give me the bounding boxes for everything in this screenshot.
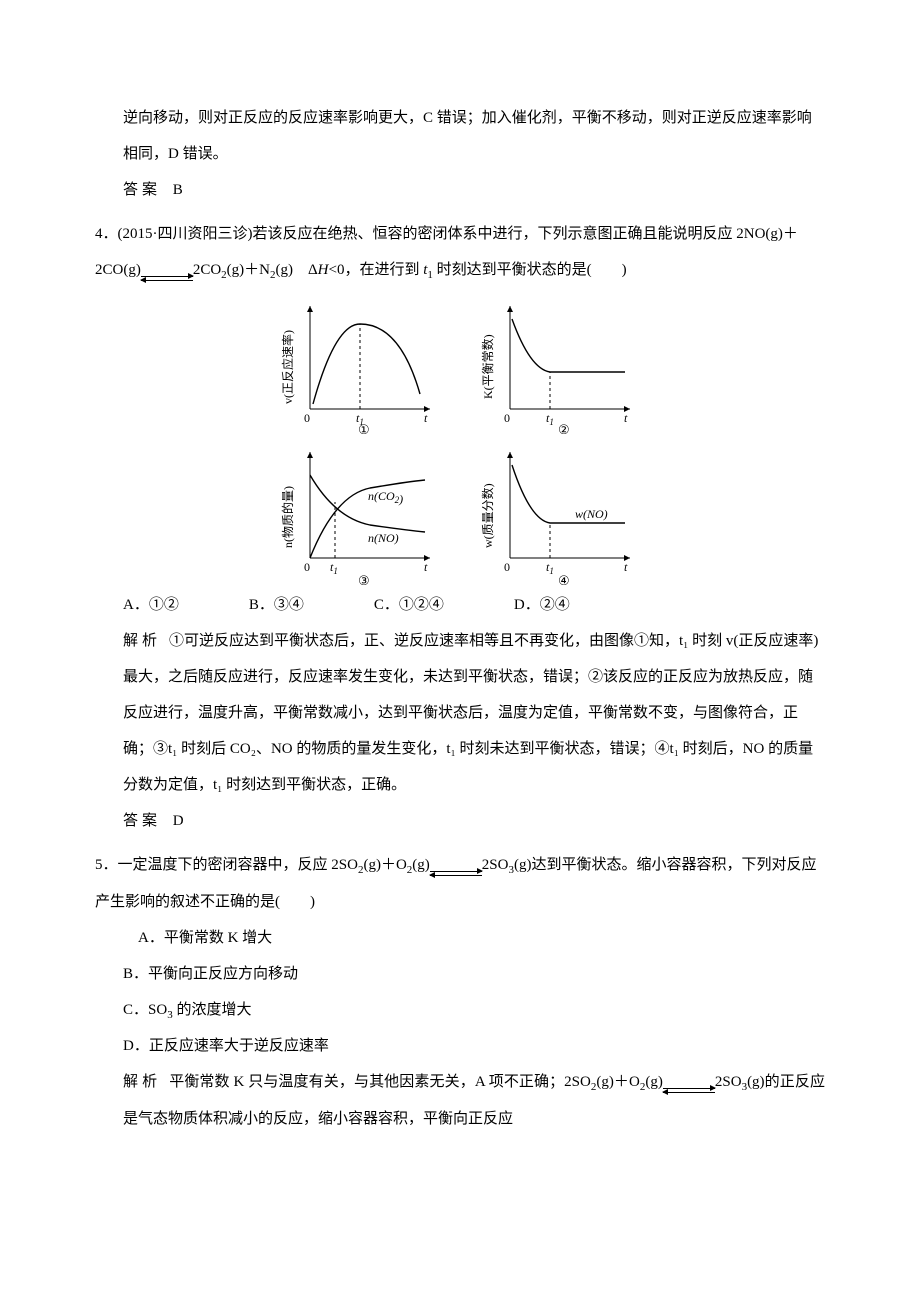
svg-text:0: 0	[304, 411, 310, 425]
expl-label: 解析	[123, 633, 161, 649]
q4-options: A．①② B．③④ C．①②④ D．②④	[95, 587, 825, 623]
ylabel-4: w(质量分数)	[480, 484, 495, 549]
fig-row-1: v(正反应速率) 0 t1 t ① K(平衡常数) 0	[280, 294, 640, 434]
q3-answer: B	[173, 182, 183, 198]
question-5: 5．一定温度下的密闭容器中，反应 2SO2(g)＋O2(g)2SO3(g)达到平…	[95, 847, 825, 1136]
q5-number: 5．	[95, 857, 118, 873]
ylabel-1: v(正反应速率)	[280, 330, 295, 404]
q5-expl-d: 2SO	[715, 1074, 742, 1090]
q4-answer-line: 答案 D	[95, 803, 825, 839]
opt-a: A．①②	[123, 587, 179, 623]
opt-a-text: A．平衡常数 K 增大	[138, 930, 272, 946]
q5-expl-c: (g)	[645, 1074, 663, 1090]
svg-text:t: t	[424, 560, 428, 574]
q4-source: (2015·四川资阳三诊)	[118, 226, 253, 242]
opt-b: B．③④	[249, 587, 304, 623]
q5-opt-c: C．SO3 的浓度增大	[95, 992, 825, 1028]
svg-text:③: ③	[358, 573, 370, 585]
svg-text:t: t	[424, 411, 428, 425]
svg-text:0: 0	[304, 560, 310, 574]
answer-label: 答案	[123, 813, 161, 829]
svg-text:t: t	[624, 411, 628, 425]
fig-row-2: n(物质的量) 0 n(CO2) n(NO) t1 t ③ w(质量分数)	[280, 440, 640, 585]
q4-figures: v(正反应速率) 0 t1 t ① K(平衡常数) 0	[95, 294, 825, 585]
svg-text:t1: t1	[330, 560, 338, 576]
fig-panel-1: v(正反应速率) 0 t1 t ①	[280, 294, 440, 434]
svg-text:t: t	[624, 560, 628, 574]
q5-stem: 5．一定温度下的密闭容器中，反应 2SO2(g)＋O2(g)2SO3(g)达到平…	[95, 847, 825, 919]
fig-panel-3: n(物质的量) 0 n(CO2) n(NO) t1 t ③	[280, 440, 440, 585]
q5-opt-a: A．平衡常数 K 增大	[95, 920, 825, 956]
q5-stem-a: 一定温度下的密闭容器中，反应 2SO	[118, 857, 358, 873]
svg-text:t1: t1	[546, 411, 554, 427]
fig-panel-2: K(平衡常数) 0 t1 t ②	[480, 294, 640, 434]
q5-opt-b: B．平衡向正反应方向移动	[95, 956, 825, 992]
q5-expl-b: (g)＋O	[596, 1074, 640, 1090]
q4-explanation: 解析①可逆反应达到平衡状态后，正、逆反应速率相等且不再变化，由图像①知，t₁ 时…	[95, 623, 825, 803]
svg-text:②: ②	[558, 422, 570, 434]
expl-label: 解析	[123, 1074, 161, 1090]
fig-panel-4: w(质量分数) 0 w(NO) t1 t ④	[480, 440, 640, 585]
q3-answer-line: 答案 B	[123, 172, 825, 208]
svg-text:④: ④	[558, 573, 570, 585]
q5-stem-c: (g)	[412, 857, 430, 873]
q4-number: 4．	[95, 226, 118, 242]
delta-h: H	[318, 262, 329, 278]
svg-text:n(NO): n(NO)	[368, 531, 399, 545]
answer-label: 答案	[123, 182, 161, 198]
svg-text:t1: t1	[546, 560, 554, 576]
opt-c: C．①②④	[374, 587, 444, 623]
svg-text:0: 0	[504, 560, 510, 574]
question-4: 4．(2015·四川资阳三诊)若该反应在绝热、恒容的密闭体系中进行，下列示意图正…	[95, 216, 825, 839]
svg-text:①: ①	[358, 422, 370, 434]
opt-d: D．②④	[514, 587, 570, 623]
ylabel-3: n(物质的量)	[280, 486, 295, 548]
q4-stem-b: 2CO	[193, 262, 221, 278]
svg-text:w(NO): w(NO)	[575, 507, 608, 521]
opt-c-a: C．SO	[123, 1002, 167, 1018]
opt-c-b: 的浓度增大	[173, 1002, 252, 1018]
q4-stem-d: (g) Δ	[276, 262, 318, 278]
q5-explanation: 解析平衡常数 K 只与温度有关，与其他因素无关，A 项不正确；2SO2(g)＋O…	[95, 1064, 825, 1136]
q4-stem-f: 时刻达到平衡状态的是( )	[433, 262, 627, 278]
q4-answer: D	[173, 813, 184, 829]
q5-opt-d: D．正反应速率大于逆反应速率	[95, 1028, 825, 1064]
q4-stem: 4．(2015·四川资阳三诊)若该反应在绝热、恒容的密闭体系中进行，下列示意图正…	[95, 216, 825, 288]
svg-text:n(CO2): n(CO2)	[368, 489, 403, 506]
q5-expl-a: 平衡常数 K 只与温度有关，与其他因素无关，A 项不正确；2SO	[169, 1074, 591, 1090]
q4-expl-text: ①可逆反应达到平衡状态后，正、逆反应速率相等且不再变化，由图像①知，t₁ 时刻 …	[123, 633, 818, 793]
q5-stem-b: (g)＋O	[363, 857, 406, 873]
q3-tail: 逆向移动，则对正反应的反应速率影响更大，C 错误；加入催化剂，平衡不移动，则对正…	[95, 100, 825, 208]
ylabel-2: K(平衡常数)	[480, 335, 495, 400]
q4-stem-c: (g)＋N	[227, 262, 270, 278]
svg-text:0: 0	[504, 411, 510, 425]
q4-stem-e: <0，在进行到	[328, 262, 423, 278]
q3-tail-text: 逆向移动，则对正反应的反应速率影响更大，C 错误；加入催化剂，平衡不移动，则对正…	[123, 100, 825, 172]
q5-stem-d: 2SO	[482, 857, 509, 873]
